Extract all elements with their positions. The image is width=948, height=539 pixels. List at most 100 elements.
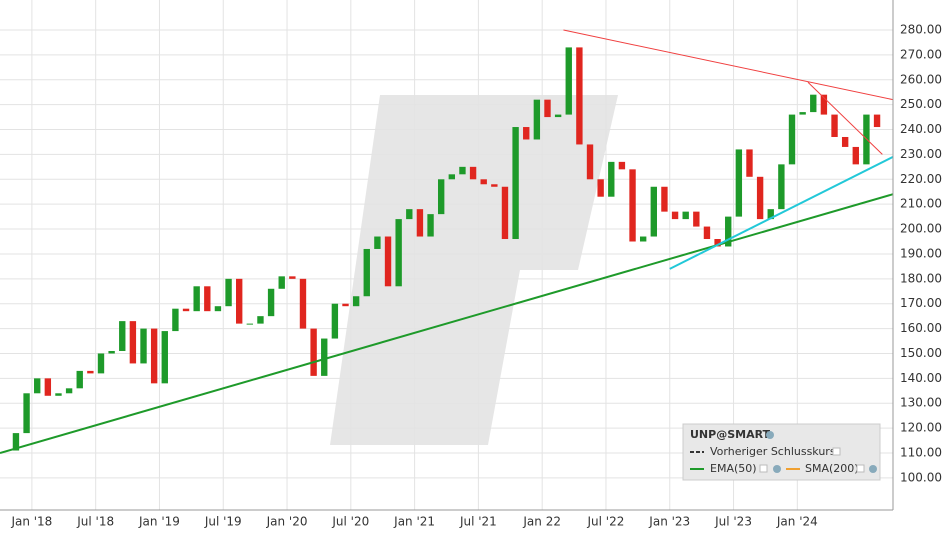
candle	[204, 286, 211, 312]
candle	[735, 149, 743, 217]
candle	[820, 94, 828, 115]
candle	[810, 94, 817, 113]
candle	[214, 306, 222, 312]
y-tick-label: 140.00	[900, 371, 942, 385]
candle	[76, 370, 83, 389]
icon	[869, 465, 877, 473]
legend-box	[682, 423, 881, 481]
candle	[352, 296, 360, 307]
candle	[512, 127, 519, 240]
candle	[618, 161, 626, 170]
candle	[767, 209, 774, 220]
y-tick-label: 280.00	[900, 22, 942, 36]
candle	[87, 370, 94, 374]
trend-line	[807, 81, 883, 155]
x-tick-label: Jan 22	[522, 515, 561, 529]
candle	[12, 433, 20, 451]
icon	[832, 447, 841, 456]
y-tick-label: 100.00	[900, 470, 942, 484]
candle	[23, 393, 30, 434]
x-tick-label: Jul '20	[331, 515, 369, 529]
y-tick-label: 260.00	[900, 72, 942, 86]
candle	[693, 211, 700, 227]
y-tick-label: 230.00	[900, 147, 942, 161]
icon	[856, 464, 865, 473]
candle	[129, 321, 137, 364]
y-tick-label: 240.00	[900, 122, 942, 136]
candle	[799, 112, 806, 115]
candle	[682, 211, 689, 220]
candle	[278, 276, 285, 289]
candle	[608, 161, 615, 197]
x-tick-label: Jan '20	[266, 515, 308, 529]
candle	[533, 99, 541, 140]
y-tick-label: 110.00	[900, 446, 942, 460]
candle	[374, 236, 381, 249]
y-tick-label: 120.00	[900, 421, 942, 435]
candle	[703, 226, 711, 240]
candle	[182, 308, 190, 312]
candle	[788, 114, 796, 165]
icon	[773, 465, 781, 473]
x-tick-label: Jan '19	[138, 515, 180, 529]
x-tick-label: Jul '18	[76, 515, 114, 529]
x-tick-label: Jul '23	[714, 515, 752, 529]
x-tick-label: Jan '21	[393, 515, 435, 529]
candle	[597, 179, 604, 197]
candle	[831, 114, 838, 137]
candle	[650, 186, 657, 237]
candle	[746, 149, 753, 177]
candle	[395, 219, 402, 287]
candle	[161, 331, 168, 384]
candle	[55, 393, 62, 396]
trend-line	[0, 193, 894, 454]
candle	[342, 303, 349, 307]
candle	[140, 328, 147, 364]
candle	[299, 278, 307, 329]
x-tick-label: Jan '23	[648, 515, 690, 529]
candle	[331, 303, 339, 339]
candle	[714, 239, 721, 247]
watermark	[330, 95, 618, 445]
candle	[193, 286, 200, 312]
candle	[310, 328, 317, 376]
candle	[44, 378, 52, 396]
y-tick-label: 250.00	[900, 97, 942, 111]
candle	[671, 211, 679, 220]
candle	[172, 308, 179, 332]
y-tick-label: 200.00	[900, 222, 942, 236]
candle	[544, 99, 551, 118]
candle	[639, 236, 647, 242]
candle	[459, 166, 466, 175]
legend-label: EMA(50)	[710, 462, 757, 475]
y-tick-label: 210.00	[900, 197, 942, 211]
candle	[108, 350, 115, 354]
candle	[778, 164, 785, 210]
y-tick-label: 170.00	[900, 296, 942, 310]
candle	[267, 288, 275, 317]
candle	[236, 278, 243, 324]
y-tick-label: 160.00	[900, 321, 942, 335]
candle	[480, 179, 487, 185]
y-tick-label: 180.00	[900, 271, 942, 285]
candle	[661, 186, 668, 212]
candle	[554, 114, 562, 118]
candle	[491, 184, 498, 187]
x-tick-label: Jul '19	[204, 515, 242, 529]
candle	[34, 378, 41, 394]
candle	[257, 316, 264, 324]
candle	[565, 47, 572, 115]
legend-label: SMA(200)	[805, 462, 859, 475]
candle	[225, 278, 232, 307]
candle	[576, 47, 583, 145]
candle	[416, 209, 424, 237]
trend-line	[669, 156, 894, 270]
icon	[759, 464, 768, 473]
candle	[448, 174, 456, 180]
y-tick-label: 130.00	[900, 396, 942, 410]
candle	[65, 388, 73, 394]
trend-line	[563, 29, 894, 101]
candle	[523, 127, 530, 140]
x-tick-label: Jan '18	[10, 515, 52, 529]
